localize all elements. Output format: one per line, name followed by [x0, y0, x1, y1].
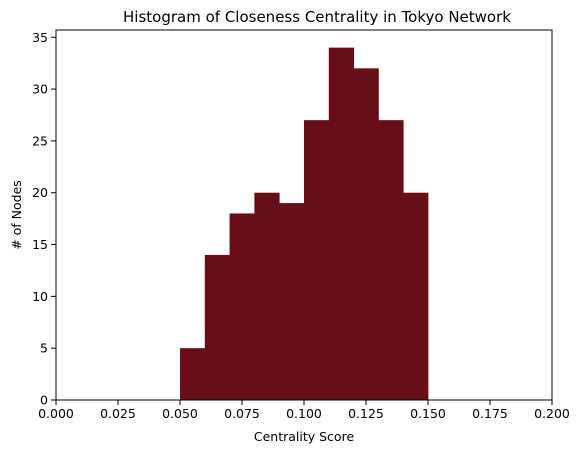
y-tick-label: 10 — [32, 289, 48, 304]
y-tick-label: 30 — [32, 82, 48, 97]
y-tick-label: 5 — [40, 341, 48, 356]
x-tick-label: 0.150 — [410, 406, 446, 421]
y-tick-label: 25 — [32, 133, 48, 148]
histogram-bar-5 — [279, 203, 305, 400]
x-tick-label: 0.000 — [38, 406, 74, 421]
histogram-bar-2 — [204, 254, 230, 400]
histogram-bar-3 — [229, 213, 255, 400]
histogram-bar-1 — [180, 348, 206, 400]
histogram-bar-4 — [254, 192, 280, 400]
histogram-bar-9 — [378, 120, 404, 401]
histogram-bar-7 — [328, 47, 354, 400]
y-axis-ticks: 0 5 10 15 20 25 30 35 — [32, 30, 56, 408]
chart-title: Histogram of Closeness Centrality in Tok… — [123, 8, 511, 26]
bars-group — [180, 47, 429, 401]
y-tick-label: 20 — [32, 185, 48, 200]
x-tick-label: 0.100 — [286, 406, 322, 421]
x-axis-ticks: 0.000 0.025 0.050 0.075 0.100 0.125 0.150 0.175… — [38, 400, 570, 421]
x-tick-label: 0.125 — [348, 406, 384, 421]
x-tick-label: 0.175 — [472, 406, 508, 421]
histogram-bar-6 — [304, 120, 330, 401]
histogram-bar-10 — [403, 192, 429, 400]
x-tick-label: 0.200 — [534, 406, 570, 421]
histogram-bar-8 — [353, 68, 379, 400]
y-axis-label: # of Nodes — [9, 180, 24, 250]
x-axis-label: Centrality Score — [254, 429, 355, 444]
y-tick-label: 15 — [32, 237, 48, 252]
y-tick-label: 0 — [40, 393, 48, 408]
x-tick-label: 0.025 — [100, 406, 136, 421]
x-tick-label: 0.075 — [224, 406, 260, 421]
x-tick-label: 0.050 — [162, 406, 198, 421]
y-tick-label: 35 — [32, 30, 48, 45]
